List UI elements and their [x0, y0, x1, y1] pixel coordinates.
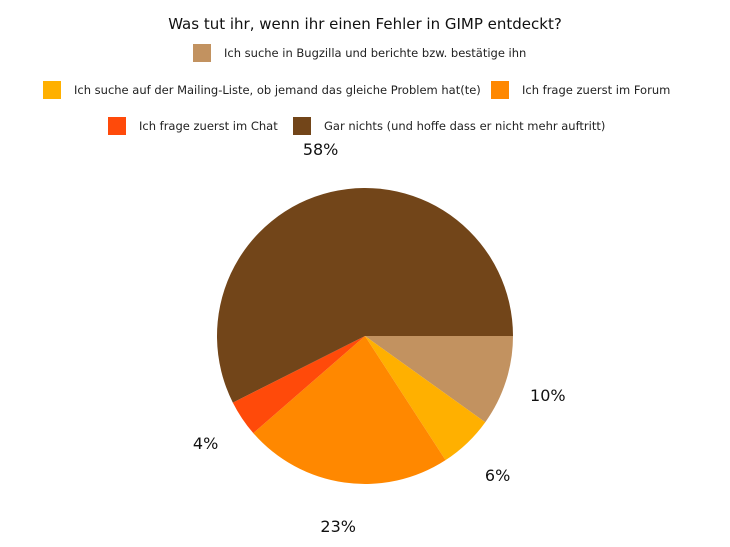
legend-label: Ich suche auf der Mailing-Liste, ob jema… [74, 83, 481, 97]
slice-label: 6% [485, 466, 510, 485]
slice-label: 4% [193, 434, 218, 453]
legend-label: Ich frage zuerst im Chat [139, 119, 278, 133]
slice-label: 23% [320, 517, 356, 536]
slice-label: 58% [303, 140, 339, 159]
legend-item-mailing-list: Ich suche auf der Mailing-Liste, ob jema… [43, 81, 481, 99]
pie-slice [365, 336, 486, 461]
legend-item-forum: Ich frage zuerst im Forum [491, 81, 670, 99]
legend-swatch [43, 81, 61, 99]
legend-label: Gar nichts (und hoffe dass er nicht mehr… [324, 119, 606, 133]
pie-slice [232, 336, 365, 434]
legend-swatch [293, 117, 311, 135]
legend-item-chat: Ich frage zuerst im Chat [108, 117, 278, 135]
slice-label: 10% [530, 386, 566, 405]
pie-slice [365, 336, 513, 423]
legend-item-nothing: Gar nichts (und hoffe dass er nicht mehr… [293, 117, 605, 135]
legend-label: Ich suche in Bugzilla und berichte bzw. … [224, 46, 527, 60]
legend-swatch [108, 117, 126, 135]
chart-title: Was tut ihr, wenn ihr einen Fehler in GI… [168, 15, 562, 33]
legend-swatch [193, 44, 211, 62]
pie-slice [253, 336, 446, 485]
legend-label: Ich frage zuerst im Forum [522, 83, 671, 97]
legend-item-bugzilla: Ich suche in Bugzilla und berichte bzw. … [193, 44, 526, 62]
pie-slice [217, 187, 514, 403]
legend-swatch [491, 81, 509, 99]
